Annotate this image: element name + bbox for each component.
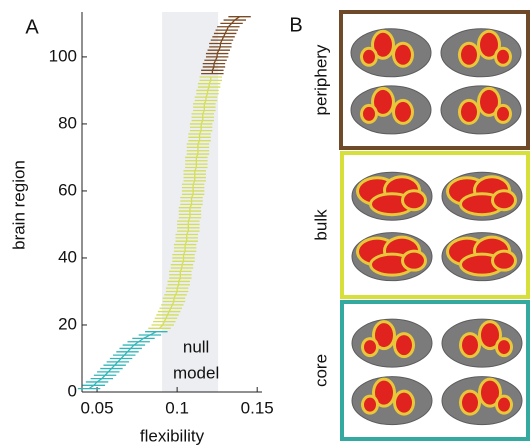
center-line bbox=[211, 16, 240, 74]
y-tick-label: 60 bbox=[58, 180, 77, 199]
activation bbox=[461, 101, 477, 122]
y-tick-label: 20 bbox=[58, 314, 77, 333]
activation bbox=[498, 397, 510, 412]
activation bbox=[481, 323, 499, 348]
y-tick-label: 80 bbox=[58, 113, 77, 132]
y-tick-label: 100 bbox=[49, 46, 77, 65]
activation bbox=[497, 49, 509, 64]
activation bbox=[480, 32, 498, 57]
activation bbox=[462, 335, 478, 356]
activation bbox=[363, 49, 375, 64]
group-frame bbox=[339, 10, 530, 150]
annotation: model bbox=[173, 363, 219, 382]
activation bbox=[494, 252, 514, 269]
activation bbox=[497, 106, 509, 121]
group-label: core bbox=[311, 354, 330, 387]
activation bbox=[395, 44, 411, 65]
activation bbox=[396, 392, 412, 413]
activation bbox=[461, 44, 477, 65]
y-axis-label: brain region bbox=[9, 160, 28, 250]
activation bbox=[462, 392, 478, 413]
x-axis-label: flexibility bbox=[140, 426, 205, 445]
activation bbox=[375, 380, 393, 405]
y-tick-label: 0 bbox=[68, 381, 77, 400]
activation bbox=[374, 89, 392, 114]
null-band bbox=[162, 12, 219, 392]
group-frame bbox=[340, 151, 530, 299]
activation bbox=[498, 340, 510, 355]
activation bbox=[364, 397, 376, 412]
activation bbox=[481, 380, 499, 405]
group-label: periphery bbox=[311, 44, 330, 115]
group-frame bbox=[340, 300, 530, 441]
annotation: null bbox=[183, 337, 209, 356]
x-tick-label: 0.1 bbox=[165, 398, 189, 417]
activation bbox=[396, 335, 412, 356]
activation bbox=[375, 323, 393, 348]
activation bbox=[404, 252, 424, 269]
activation bbox=[494, 192, 514, 209]
y-tick-label: 40 bbox=[58, 247, 77, 266]
activation bbox=[363, 106, 375, 121]
x-tick-label: 0.05 bbox=[81, 398, 114, 417]
activation bbox=[374, 32, 392, 57]
center-line bbox=[88, 331, 157, 390]
activation bbox=[480, 89, 498, 114]
group-label: bulk bbox=[311, 209, 330, 241]
panel-label: A bbox=[25, 16, 39, 38]
activation bbox=[395, 101, 411, 122]
x-tick-label: 0.15 bbox=[241, 398, 274, 417]
panel-label: B bbox=[289, 14, 302, 36]
activation bbox=[364, 340, 376, 355]
center-line bbox=[159, 77, 212, 329]
activation bbox=[404, 192, 424, 209]
